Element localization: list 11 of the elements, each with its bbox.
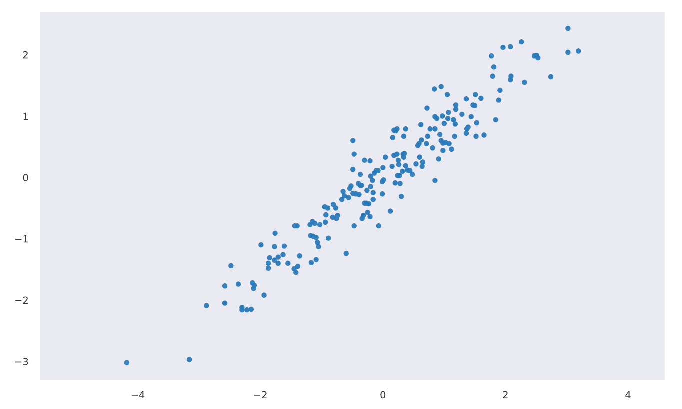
y-tick-label: −3 [16,358,28,366]
x-tick-label: −4 [132,391,145,398]
x-tick-label: 0 [380,391,386,399]
y-tick-label: 0 [23,174,28,182]
y-tick-label: −1 [16,236,28,243]
x-tick-label: 4 [626,391,631,398]
y-tick-label: −2 [16,296,28,304]
x-tick-label: −2 [254,391,267,398]
x-tick-label: 2 [503,391,508,398]
y-tick-label: 2 [23,51,28,59]
y-tick-label: 1 [24,112,28,120]
